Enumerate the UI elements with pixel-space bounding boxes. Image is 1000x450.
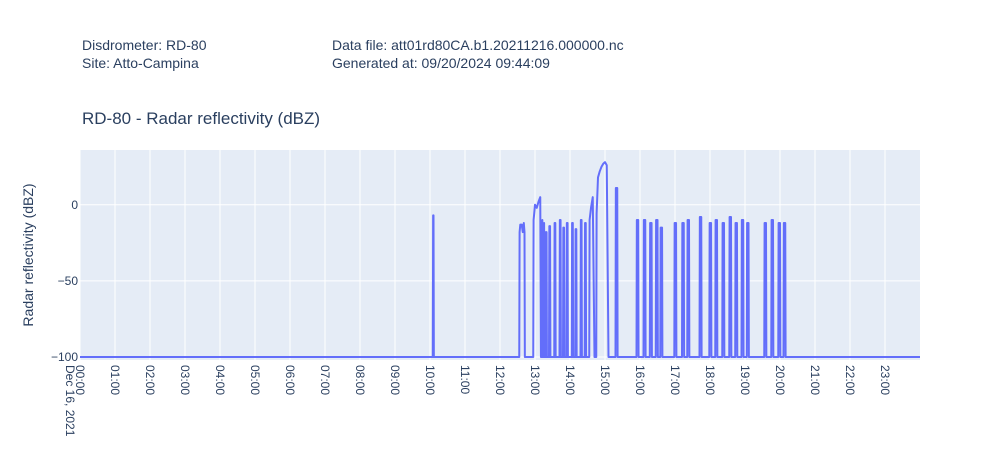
y-tick-labels: 0 −50 −100 (51, 198, 78, 364)
x-tick-label: 15:00 (598, 365, 612, 395)
x-tick-label: 16:00 (633, 365, 647, 395)
x-tick-label: 05:00 (248, 365, 262, 395)
x-date-label: Dec 16, 2021 (63, 365, 77, 437)
x-tick-label: 08:00 (353, 365, 367, 395)
header-meta-right: Data file: att01rd80CA.b1.20211216.00000… (332, 36, 624, 72)
x-tick-label: 11:00 (458, 365, 472, 394)
x-tick-label: 12:00 (493, 365, 507, 395)
x-tick-label: 04:00 (213, 365, 227, 395)
series-layer (80, 161, 920, 358)
x-tick-label: 09:00 (388, 365, 402, 395)
x-tick-label: 17:00 (668, 365, 682, 395)
x-tick-label: 06:00 (283, 365, 297, 395)
x-tick-label: 01:00 (108, 365, 122, 395)
x-tick-labels: 00:00 01:00 02:00 03:00 04:00 05:00 06:00 07:00… (73, 365, 892, 395)
x-tick-label: 07:00 (318, 365, 332, 395)
chart-title: RD-80 - Radar reflectivity (dBZ) (82, 109, 321, 128)
y-tick-label: 0 (71, 198, 78, 212)
y-tick-label: −50 (58, 274, 79, 288)
x-tick-label: 18:00 (703, 365, 717, 395)
x-tick-label: 22:00 (843, 365, 857, 395)
x-tick-label: 20:00 (773, 365, 787, 395)
x-tick-label: 10:00 (423, 365, 437, 395)
x-tick-label: 03:00 (178, 365, 192, 395)
y-tick-label: −100 (51, 350, 78, 364)
x-tick-label: 23:00 (878, 365, 892, 395)
x-tick-label: 13:00 (528, 365, 542, 395)
x-tick-label: 00:00 (73, 365, 87, 395)
disdrometer-label: Disdrometer: RD-80 (82, 37, 207, 53)
y-axis-label: Radar reflectivity (dBZ) (20, 183, 36, 326)
data-file-label: Data file: att01rd80CA.b1.20211216.00000… (332, 37, 624, 53)
generated-label: Generated at: 09/20/2024 09:44:09 (332, 55, 550, 71)
header-meta-left: Disdrometer: RD-80 Site: Atto-Campina (82, 36, 206, 72)
x-tick-label: 19:00 (738, 365, 752, 395)
x-tick-label: 02:00 (143, 365, 157, 395)
site-label: Site: Atto-Campina (82, 55, 199, 71)
series-line[interactable] (80, 161, 920, 358)
x-tick-label: 21:00 (808, 365, 822, 395)
x-tick-label: 14:00 (563, 365, 577, 395)
